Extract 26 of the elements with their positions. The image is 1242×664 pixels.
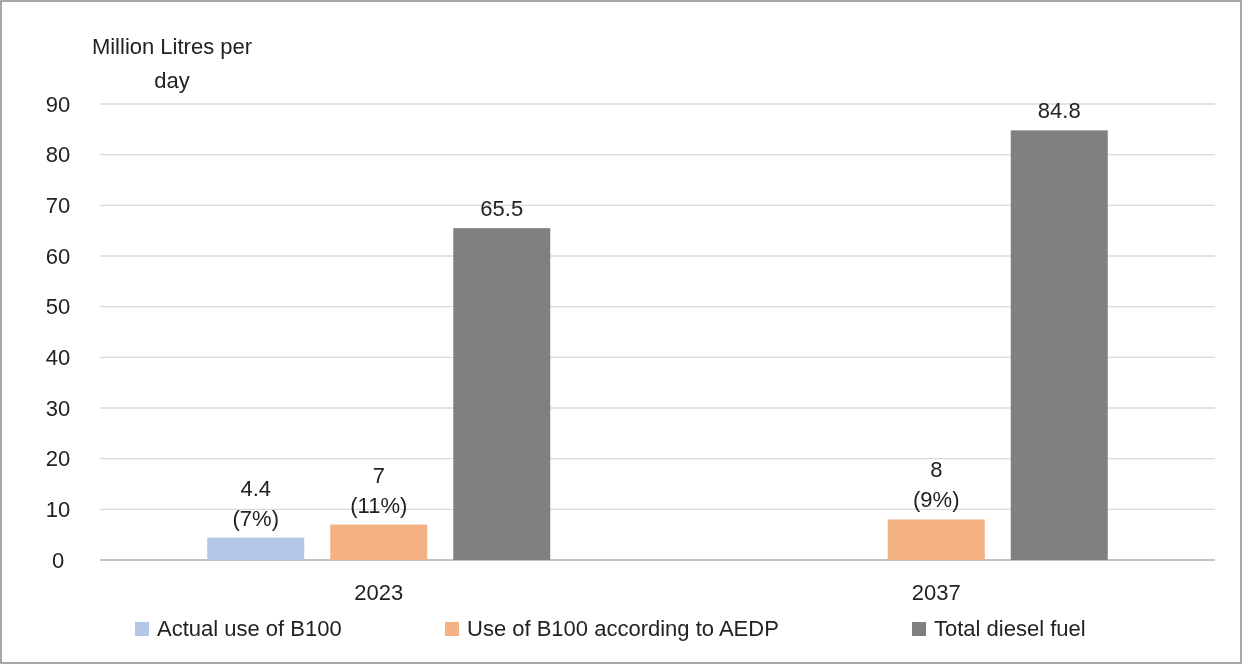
legend-label: Use of B100 according to AEDP [467,616,779,641]
data-label: 65.5 [480,196,524,222]
data-label: 84.8 [1037,98,1081,124]
bar [207,537,305,560]
y-tick-label: 50 [45,294,71,320]
y-tick-label: 70 [45,193,71,219]
y-tick-label: 0 [51,547,65,573]
y-tick-label: 80 [45,142,71,168]
legend-label: Total diesel fuel [934,616,1086,641]
x-tick-label: 2037 [911,580,961,605]
bar [1010,130,1108,560]
data-label: 7 (11%) [350,462,408,518]
y-tick-label: 10 [45,497,71,523]
y-tick-label: 20 [45,446,71,472]
x-tick-label: 2023 [354,580,404,605]
y-tick-label: 40 [45,345,71,371]
bar [330,524,428,560]
y-tick-label: 30 [45,395,71,421]
data-label: 8 (9%) [913,457,960,513]
y-axis-title: Million Litres per day [91,34,253,93]
y-tick-label: 60 [45,243,71,269]
bar [453,228,551,560]
bar [887,519,985,560]
y-tick-label: 90 [45,91,71,117]
data-label: 4.4 (7%) [232,475,279,531]
legend-label: Actual use of B100 [157,616,342,641]
